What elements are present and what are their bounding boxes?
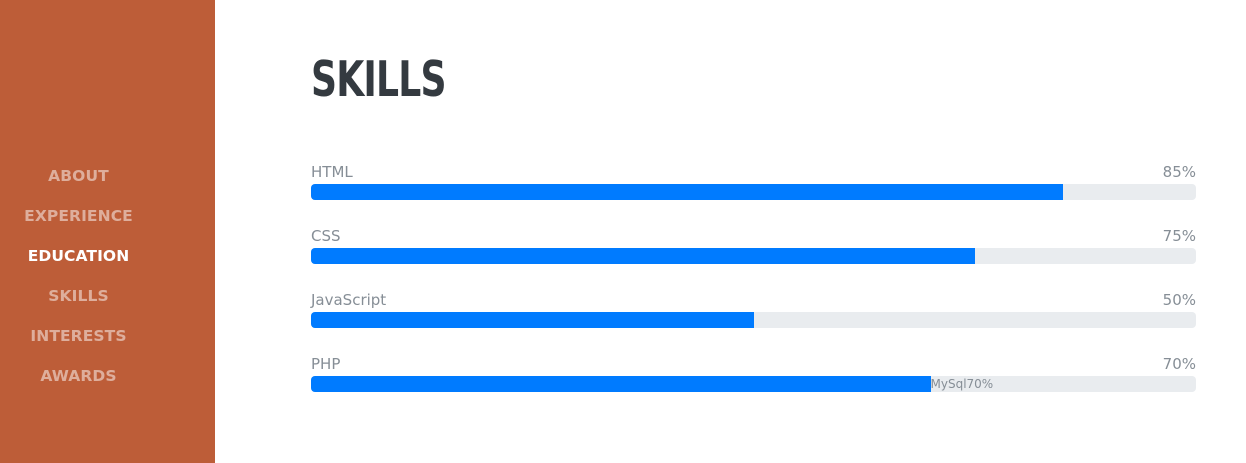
- skill-name: JavaScript: [311, 291, 387, 309]
- progress-track: [311, 248, 1196, 264]
- skill-html: HTML 85%: [311, 160, 1196, 200]
- skill-header: HTML 85%: [311, 160, 1196, 184]
- progress-track: [311, 184, 1196, 200]
- sidebar-item-awards[interactable]: Awards: [0, 363, 157, 403]
- sidebar-item-about[interactable]: About: [0, 163, 157, 203]
- sidebar-item-experience[interactable]: Experience: [0, 203, 157, 243]
- progress-fill: [311, 312, 754, 328]
- progress-fill: [311, 184, 1064, 200]
- skill-percent: 75%: [1162, 227, 1196, 245]
- sidebar-nav: About Experience Education Skills Intere…: [0, 163, 157, 403]
- sidebar-item-label[interactable]: Education: [27, 247, 130, 265]
- skill-percent: 70%: [1162, 355, 1196, 373]
- sidebar-item-label[interactable]: Interests: [30, 327, 127, 345]
- progress-track: [311, 312, 1196, 328]
- skill-percent: 50%: [1162, 291, 1196, 309]
- skill-javascript: JavaScript 50%: [311, 288, 1196, 328]
- page-title: SKILLS: [311, 51, 446, 108]
- skill-name: HTML: [311, 163, 353, 181]
- skill-header: PHP 70%: [311, 352, 1196, 376]
- skill-percent: 85%: [1162, 163, 1196, 181]
- skill-css: CSS 75%: [311, 224, 1196, 264]
- sidebar-item-label[interactable]: About: [48, 167, 109, 185]
- progress-fill: [311, 376, 931, 392]
- skill-php: PHP 70% MySql70%: [311, 352, 1196, 392]
- sidebar: About Experience Education Skills Intere…: [0, 0, 215, 463]
- sidebar-item-interests[interactable]: Interests: [0, 323, 157, 363]
- skill-header: JavaScript 50%: [311, 288, 1196, 312]
- progress-extra-label: MySql70%: [930, 377, 994, 391]
- sidebar-item-label[interactable]: Awards: [40, 367, 117, 385]
- progress-track: MySql70%: [311, 376, 1196, 392]
- skill-header: CSS 75%: [311, 224, 1196, 248]
- sidebar-item-skills[interactable]: Skills: [0, 283, 157, 323]
- sidebar-item-label[interactable]: Experience: [24, 207, 133, 225]
- sidebar-item-education[interactable]: Education: [0, 243, 157, 283]
- skill-name: PHP: [311, 355, 341, 373]
- progress-fill: [311, 248, 975, 264]
- skill-name: CSS: [311, 227, 341, 245]
- sidebar-item-label[interactable]: Skills: [48, 287, 109, 305]
